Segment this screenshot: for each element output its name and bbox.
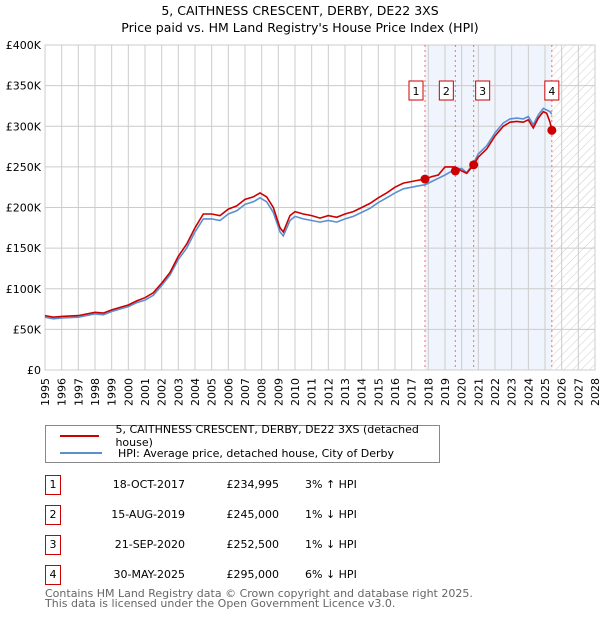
x-tick-label: 2008 [256, 378, 269, 406]
sale-date: 18-OCT-2017 [112, 478, 185, 491]
sale-point [469, 160, 479, 170]
sale-date: 30-MAY-2025 [113, 568, 185, 581]
plot-frame [44, 44, 596, 371]
sale-label: 3 [479, 85, 486, 98]
footer: Contains HM Land Registry data © Crown c… [45, 587, 473, 610]
x-tick-label: 2011 [306, 378, 319, 406]
x-tick-label: 2024 [522, 378, 535, 406]
x-tick-label: 2018 [422, 378, 435, 406]
x-tick-label: 1995 [39, 378, 52, 406]
x-tick-label: 2003 [172, 378, 185, 406]
chart-title: 5, CAITHNESS CRESCENT, DERBY, DE22 3XS P… [0, 2, 600, 36]
y-tick-label: £100K [6, 283, 42, 296]
blue-line-swatch [60, 452, 102, 454]
sale-price: £252,500 [226, 538, 280, 551]
title-line-1: 5, CAITHNESS CRESCENT, DERBY, DE22 3XS [161, 3, 439, 18]
footer-line-2: This data is licensed under the Open Gov… [45, 597, 396, 610]
x-tick-label: 2001 [139, 378, 152, 406]
y-tick-label: £250K [6, 161, 42, 174]
x-tick-label: 2028 [589, 378, 600, 406]
legend-item-property: 5, CAITHNESS CRESCENT, DERBY, DE22 3XS (… [60, 423, 439, 449]
table-row: 1 18-OCT-2017 £234,995 3% ↑ HPI [45, 475, 445, 495]
x-tick-label: 2002 [156, 378, 169, 406]
x-tick-label: 2014 [356, 378, 369, 406]
x-tick-label: 2010 [289, 378, 302, 406]
hpi-diff: 3% ↑ HPI [305, 478, 357, 491]
sale-marker-number: 2 [45, 505, 61, 525]
x-tick-label: 2021 [472, 378, 485, 406]
sale-date: 21-SEP-2020 [114, 538, 185, 551]
property-price-line [44, 110, 553, 319]
sale-label-box [475, 80, 491, 101]
x-tick-label: 2022 [489, 378, 502, 406]
sale-marker-number: 4 [45, 565, 61, 585]
sale-date: 15-AUG-2019 [111, 508, 185, 521]
x-tick-label: 2023 [506, 378, 519, 406]
x-tick-label: 2015 [372, 378, 385, 406]
red-line-swatch [60, 435, 100, 437]
sale-price: £295,000 [226, 568, 280, 581]
x-tick-label: 2009 [272, 378, 285, 406]
sale-label-box [544, 80, 560, 101]
x-tick-label: 2027 [572, 378, 585, 406]
sale-marker-number: 3 [45, 535, 61, 555]
hpi-diff: 6% ↓ HPI [305, 568, 357, 581]
x-tick-label: 2020 [456, 378, 469, 406]
chart: 1995 1996 1997 1998 1999 2000 2001 2002 2003 2004… [6, 39, 600, 406]
footer-line-1: Contains HM Land Registry data © Crown c… [45, 587, 473, 600]
sale-price: £245,000 [226, 508, 280, 521]
sale-label: 4 [548, 85, 555, 98]
sale-marker-number: 1 [45, 475, 61, 495]
x-tick-label: 2007 [239, 378, 252, 406]
sale-label: 2 [443, 85, 450, 98]
y-tick-label: £0 [27, 364, 41, 377]
x-tick-label: 2026 [556, 378, 569, 406]
y-tick-label: £150K [6, 242, 42, 255]
x-tick-label: 1997 [72, 378, 85, 406]
sale-price: £234,995 [226, 478, 280, 491]
x-tick-label: 2019 [439, 378, 452, 406]
sale-label-box [408, 80, 424, 101]
title-line-2: Price paid vs. HM Land Registry's House … [121, 20, 479, 35]
x-tick-label: 1998 [89, 378, 102, 406]
y-tick-label: £350K [6, 80, 42, 93]
x-tick-label: 2013 [339, 378, 352, 406]
table-row: 4 30-MAY-2025 £295,000 6% ↓ HPI [45, 565, 445, 585]
sale-label-box [438, 80, 454, 101]
x-tick-label: 2025 [539, 378, 552, 406]
x-tick-label: 1999 [106, 378, 119, 406]
x-tick-label: 2012 [322, 378, 335, 406]
legend: 5, CAITHNESS CRESCENT, DERBY, DE22 3XS (… [45, 423, 440, 463]
legend-label: HPI: Average price, detached house, City… [118, 446, 395, 460]
x-tick-label: 2017 [406, 378, 419, 406]
x-tick-label: 2000 [122, 378, 135, 406]
sale-point [547, 125, 557, 135]
y-tick-label: £50K [13, 323, 42, 336]
table-row: 2 15-AUG-2019 £245,000 1% ↓ HPI [45, 505, 445, 525]
sale-point [420, 174, 430, 184]
hpi-line [44, 107, 553, 320]
x-tick-label: 2006 [222, 378, 235, 406]
table-row: 3 21-SEP-2020 £252,500 1% ↓ HPI [45, 535, 445, 555]
y-tick-label: £300K [6, 120, 42, 133]
y-tick-label: £200K [6, 202, 42, 215]
y-tick-label: £400K [6, 39, 42, 52]
hpi-diff: 1% ↓ HPI [305, 508, 357, 521]
sale-point [450, 166, 460, 176]
x-tick-label: 2005 [206, 378, 219, 406]
x-tick-label: 2016 [389, 378, 402, 406]
hpi-diff: 1% ↓ HPI [305, 538, 357, 551]
x-tick-label: 1996 [56, 378, 69, 406]
x-tick-label: 2004 [189, 378, 202, 406]
sale-label: 1 [413, 85, 420, 98]
legend-label: 5, CAITHNESS CRESCENT, DERBY, DE22 3XS (… [115, 423, 419, 449]
legend-item-hpi: HPI: Average price, detached house, City… [60, 445, 394, 461]
